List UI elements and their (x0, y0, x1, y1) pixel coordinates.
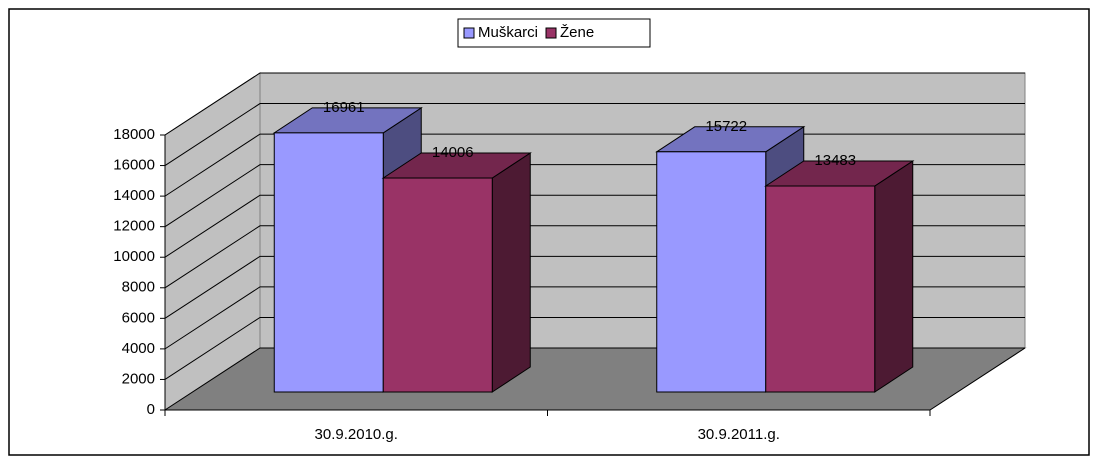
grid-line (164, 103, 1025, 166)
y-tick-label: 10000 (113, 248, 155, 265)
x-tick-label: 30.9.2010.g. (315, 426, 398, 443)
data-label: 15722 (705, 118, 747, 135)
floor-edge (929, 347, 1026, 411)
y-tick-label: 4000 (122, 340, 155, 357)
bar (382, 177, 493, 393)
bar-side (491, 152, 531, 393)
legend-swatch (463, 27, 475, 39)
legend-label: Žene (560, 24, 594, 41)
grid-line (164, 72, 1025, 136)
x-tick-label: 30.9.2011.g. (698, 426, 780, 443)
y-tick-label: 0 (147, 401, 155, 418)
y-tick-label: 14000 (113, 187, 155, 204)
y-tick-label: 6000 (122, 309, 155, 326)
bar (656, 151, 767, 393)
data-label: 13483 (814, 152, 856, 169)
legend-items: Muškarci Žene (463, 24, 594, 41)
legend-swatch (545, 27, 557, 39)
bar (765, 185, 876, 393)
y-tick-label: 2000 (122, 370, 155, 387)
y-tick-label: 16000 (113, 157, 155, 174)
data-label: 16961 (323, 99, 365, 116)
data-label: 14006 (432, 144, 474, 161)
bars: 16961 14006 15722 13483 (272, 99, 915, 393)
bar-side (874, 160, 914, 393)
y-tick-label: 12000 (113, 218, 155, 235)
y-tick-label: 18000 (113, 126, 155, 143)
y-tick-label: 8000 (122, 279, 155, 296)
legend-label: Muškarci (478, 24, 538, 41)
bar (273, 132, 384, 393)
